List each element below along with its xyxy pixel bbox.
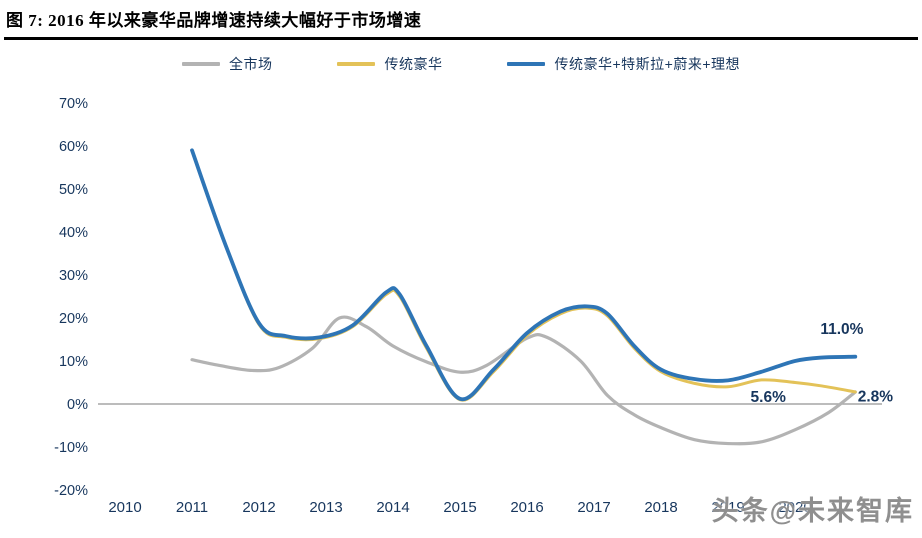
x-tick-label: 2013 [309,499,342,516]
series-line-total-market [190,315,857,446]
y-tick-label: 0% [67,397,88,413]
x-tick-label: 2016 [510,499,543,516]
legend-item-total-market: 全市场 [181,54,273,74]
legend-label: 传统豪华 [384,56,443,72]
legend-swatch-traditional-luxury [337,62,376,66]
x-tick-label: 2015 [443,499,476,516]
legend-label: 全市场 [228,56,273,72]
data-label: 2.8% [858,388,894,405]
y-tick-label: -20% [54,483,88,499]
y-tick-label: 20% [59,311,88,327]
x-tick-label: 2014 [376,499,409,516]
x-tick-label: 2017 [577,499,610,516]
y-tick-label: 40% [59,225,88,241]
x-tick-label: 2011 [176,499,208,516]
watermark: 头条@未来智库 [711,496,914,526]
legend-item-traditional-luxury: 传统豪华 [337,54,442,74]
x-tick-label: 2012 [242,499,275,516]
legend-item-traditional-luxury-tesla-nio-li: 传统豪华+特斯拉+蔚来+理想 [507,54,740,74]
y-tick-label: 70% [59,96,88,112]
y-tick-label: 60% [59,139,88,155]
x-tick-label: 2019 [711,499,744,516]
data-label: 11.0% [820,321,863,338]
chart-legend: 全市场 传统豪华 传统豪华+特斯拉+蔚来+理想 [0,54,922,74]
x-tick-label: 2018 [644,499,677,516]
data-label: 5.6% [751,389,787,406]
legend-swatch-traditional-luxury-tesla-nio-li [507,62,546,66]
series-line-traditional-luxury-tesla-nio-li [190,148,858,402]
y-tick-label: 50% [59,182,88,198]
y-tick-label: 30% [59,268,88,284]
y-tick-label: 10% [59,354,88,370]
y-tick-label: -10% [54,440,88,456]
legend-swatch-total-market [181,62,220,66]
chart-title: 图 7: 2016 年以来豪华品牌增速持续大幅好于市场增速 [4,4,918,40]
legend-label: 传统豪华+特斯拉+蔚来+理想 [554,56,741,72]
x-tick-label: 2020 [778,499,811,516]
x-tick-label: 2010 [108,499,141,516]
